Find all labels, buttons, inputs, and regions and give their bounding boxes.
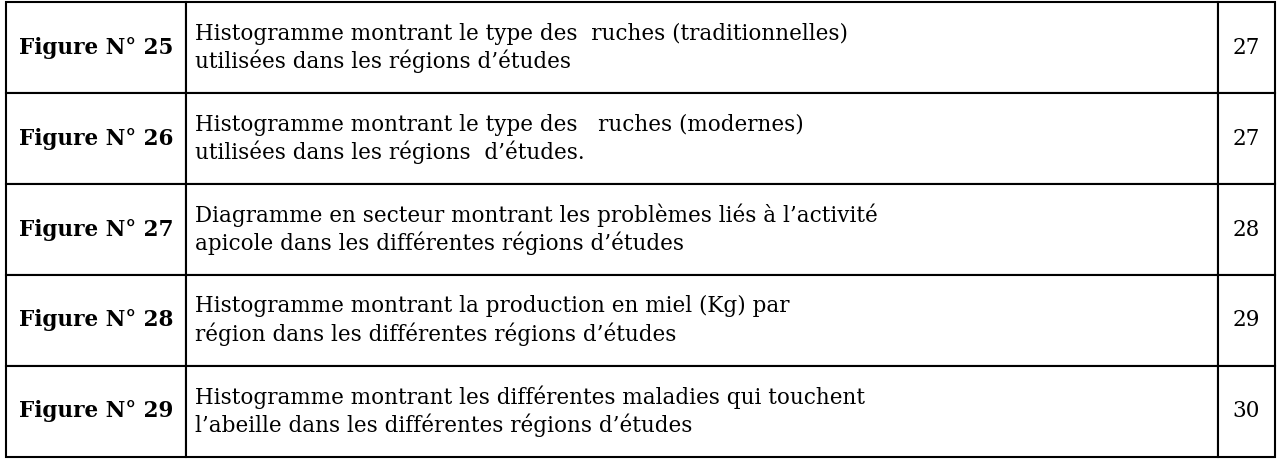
Bar	[1217, 366, 1275, 457]
Text: 27: 27	[1232, 128, 1259, 150]
Text: l’abeille dans les différentes régions d’études: l’abeille dans les différentes régions d…	[196, 414, 693, 437]
Text: région dans les différentes régions d’études: région dans les différentes régions d’ét…	[196, 323, 676, 346]
Text: Figure N° 26: Figure N° 26	[19, 128, 174, 150]
Bar	[6, 275, 187, 366]
Text: utilisées dans les régions d’études: utilisées dans les régions d’études	[196, 50, 571, 73]
Text: Figure N° 25: Figure N° 25	[19, 37, 174, 59]
Bar	[6, 93, 187, 184]
Text: 29: 29	[1232, 309, 1259, 331]
Bar	[6, 184, 187, 275]
Text: Figure N° 27: Figure N° 27	[19, 218, 174, 241]
Text: Figure N° 29: Figure N° 29	[19, 400, 174, 422]
Bar	[187, 184, 1217, 275]
Text: Histogramme montrant le type des   ruches (modernes): Histogramme montrant le type des ruches …	[196, 113, 804, 136]
Text: Histogramme montrant les différentes maladies qui touchent: Histogramme montrant les différentes mal…	[196, 386, 866, 409]
Text: 27: 27	[1232, 37, 1259, 59]
Text: Histogramme montrant la production en miel (Kg) par: Histogramme montrant la production en mi…	[196, 295, 790, 318]
Text: Figure N° 28: Figure N° 28	[19, 309, 174, 331]
Text: Diagramme en secteur montrant les problèmes liés à l’activité: Diagramme en secteur montrant les problè…	[196, 204, 879, 227]
Bar	[187, 93, 1217, 184]
Text: 28: 28	[1232, 218, 1259, 241]
Bar	[6, 366, 187, 457]
Text: utilisées dans les régions  d’études.: utilisées dans les régions d’études.	[196, 141, 585, 164]
Text: 30: 30	[1232, 400, 1259, 422]
Bar	[1217, 275, 1275, 366]
Bar	[6, 2, 187, 93]
Bar	[187, 366, 1217, 457]
Text: Histogramme montrant le type des  ruches (traditionnelles): Histogramme montrant le type des ruches …	[196, 22, 848, 45]
Bar	[1217, 93, 1275, 184]
Text: apicole dans les différentes régions d’études: apicole dans les différentes régions d’é…	[196, 232, 684, 255]
Bar	[187, 2, 1217, 93]
Bar	[1217, 2, 1275, 93]
Bar	[1217, 184, 1275, 275]
Bar	[187, 275, 1217, 366]
